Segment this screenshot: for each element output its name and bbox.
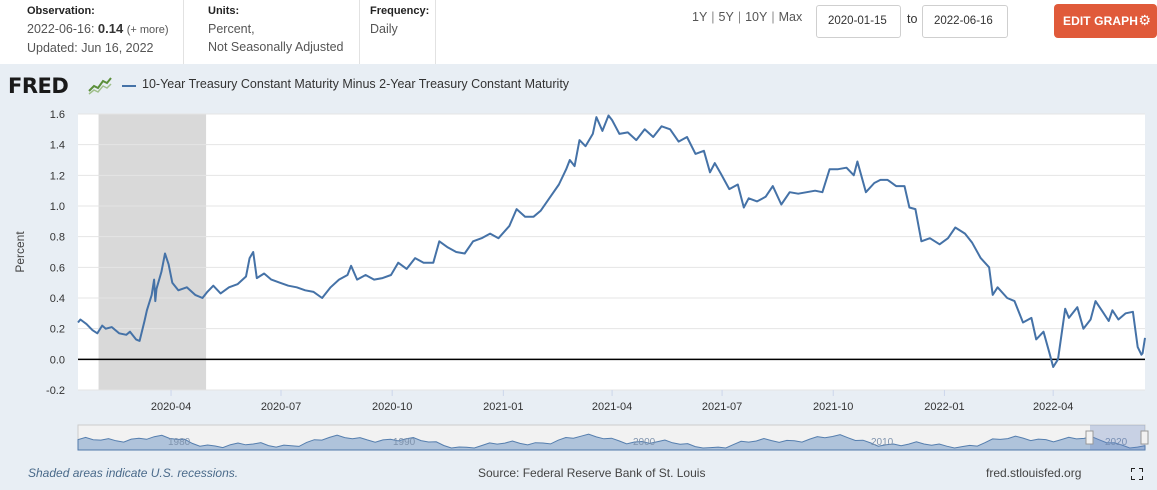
navigator-year-label: 2000 [633,437,656,448]
y-tick-label: 0.6 [50,262,65,274]
chart-area: -0.2 0.0 0.2 0.4 0.6 0.8 1.0 1.2 1.4 1.6 2020-04 20… [0,64,1157,490]
x-tick-label: 2020-07 [261,401,301,413]
range-10y[interactable]: 10Y [745,10,768,24]
y-tick-label: 0.2 [50,324,65,336]
meta-divider [183,0,184,64]
to-label: to [907,12,918,26]
updated-date: Updated: Jun 16, 2022 [27,41,154,55]
observation-block: Observation: 2022-06-16: 0.14 (+ more) U… [27,2,169,57]
navigator-year-label: 2010 [871,437,894,448]
edit-graph-button[interactable]: EDIT GRAPH ⚙ [1054,4,1157,38]
chart-svg: -0.2 0.0 0.2 0.4 0.6 0.8 1.0 1.2 1.4 1.6 2020-04 20… [13,109,1149,451]
y-tick-label: 1.0 [50,201,65,213]
start-date-input[interactable]: 2020-01-15 [816,5,901,38]
y-axis-label: Percent [13,231,27,273]
x-tick-label: 2020-04 [151,401,191,413]
plot-background [78,114,1145,390]
frequency-block: Frequency: Daily [370,2,429,38]
fred-logo[interactable]: FRED [8,74,69,98]
frequency-label: Frequency: [370,5,430,17]
x-tick-label: 2022-01 [924,401,964,413]
meta-divider [435,0,436,64]
frequency-value: Daily [370,22,398,36]
y-tick-label: 0.4 [50,293,65,305]
fred-url-link[interactable]: fred.stlouisfed.org [986,466,1082,480]
y-tick-label: 1.2 [50,170,65,182]
navigator-series-area [77,433,1146,451]
units-label: Units: [208,5,240,17]
source-credit: Source: Federal Reserve Bank of St. Loui… [478,466,706,480]
observation-label: Observation: [27,5,95,17]
observation-date: 2022-06-16: [27,22,95,36]
navigator-left-handle[interactable] [1085,430,1094,445]
chart-footer: Shaded areas indicate U.S. recessions. S… [0,458,1157,490]
x-tick-label: 2021-07 [702,401,742,413]
chart-legend: 10-Year Treasury Constant Maturity Minus… [122,77,570,91]
observation-more-link[interactable]: (+ more) [126,24,169,36]
y-tick-label: 0.8 [50,232,65,244]
fullscreen-icon[interactable] [1131,468,1143,480]
end-date-input[interactable]: 2022-06-16 [922,5,1008,38]
x-tick-label: 2022-04 [1033,401,1073,413]
x-tick-label: 2021-04 [592,401,632,413]
navigator-year-label: 2020 [1105,437,1128,448]
x-tick-label: 2021-10 [813,401,853,413]
y-tick-label: 1.6 [50,109,65,121]
units-line-1: Percent, [208,22,255,36]
x-tick-label: 2020-10 [372,401,412,413]
range-max[interactable]: Max [778,10,803,24]
y-tick-label: 0.0 [50,354,65,366]
navigator-right-handle[interactable] [1140,430,1149,445]
recession-band [98,114,207,390]
legend-label: 10-Year Treasury Constant Maturity Minus… [142,77,570,91]
units-block: Units: Percent, Not Seasonally Adjusted [208,2,344,56]
navigator-year-label: 1990 [393,437,416,448]
gear-icon: ⚙ [1138,12,1151,28]
edit-graph-label: EDIT GRAPH [1063,14,1139,28]
meta-divider [359,0,360,64]
fred-logo-sparkline-icon [88,75,112,95]
recession-note: Shaded areas indicate U.S. recessions. [28,466,239,480]
navigator-year-label: 1980 [168,437,191,448]
range-selector: 1Y | 5Y | 10Y | Max [692,10,803,24]
y-tick-label: -0.2 [46,385,65,397]
navigator-selected-window[interactable] [1090,425,1145,450]
range-5y[interactable]: 5Y [718,10,734,24]
y-tick-label: 1.4 [50,140,65,152]
x-tick-label: 2021-01 [483,401,523,413]
series-meta-bar: Observation: 2022-06-16: 0.14 (+ more) U… [0,0,1157,64]
units-line-2: Not Seasonally Adjusted [208,40,344,54]
range-1y[interactable]: 1Y [692,10,708,24]
observation-value: 0.14 [97,21,124,36]
legend-swatch [122,85,136,87]
